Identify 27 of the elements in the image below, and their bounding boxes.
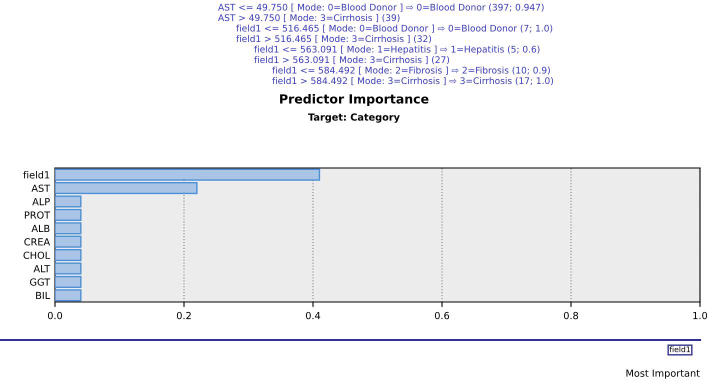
text: 0.0: [48, 312, 62, 320]
x-tick-label: 0.8: [564, 312, 578, 320]
text: Most Important: [626, 370, 700, 379]
text: AST > 49.750 [ Mode: 3=Cirrhosis ] (39): [218, 14, 400, 22]
text: field1 > 584.492 [ Mode: 3=Cirrhosis ] ⇨ 3=Cirrhosis (17; 1.0): [272, 77, 553, 86]
chart-subtitle: Target: Category: [308, 113, 400, 123]
chart-title: Predictor Importance: [280, 94, 428, 106]
x-tick-label: 0.4: [306, 312, 320, 320]
text: AST <= 49.750 [ Mode: 0=Blood Donor ] ⇨ 0=Blood Donor (397; 0.947): [218, 4, 544, 12]
y-tick-label: ALP: [32, 198, 50, 206]
y-tick-label: CHOL: [24, 252, 50, 259]
y-tick-label: GGT: [30, 278, 50, 286]
y-tick-label: PROT: [24, 211, 50, 219]
text: field1 > 516.465 [ Mode: 3=Cirrhosis ] (32): [236, 35, 432, 44]
text: field1 <= 516.465 [ Mode: 0=Blood Donor ] ⇨ 0=Blood Donor (7; 1.0): [236, 24, 552, 33]
y-tick-label: CREA: [24, 238, 50, 246]
text: 1.0: [693, 312, 708, 320]
y-tick-label: ALT: [34, 265, 50, 272]
text: field1 <= 584.492 [ Mode: 2=Fibrosis ] ⇨ 2=Fibrosis (10; 0.9): [272, 66, 550, 75]
y-tick-label: ALB: [31, 224, 50, 232]
text: field1 <= 563.091 [ Mode: 1=Hepatitis ] ⇨ 1=Hepatitis (5; 0.6): [254, 46, 540, 54]
x-tick-label: 0.2: [176, 312, 191, 320]
y-tick-label: AST: [31, 184, 50, 192]
y-tick-label: field1: [23, 171, 50, 179]
text: field1 > 563.091 [ Mode: 3=Cirrhosis ] (27): [254, 56, 450, 64]
x-tick-label: 0.6: [434, 312, 450, 320]
y-tick-label: BIL: [36, 292, 50, 299]
